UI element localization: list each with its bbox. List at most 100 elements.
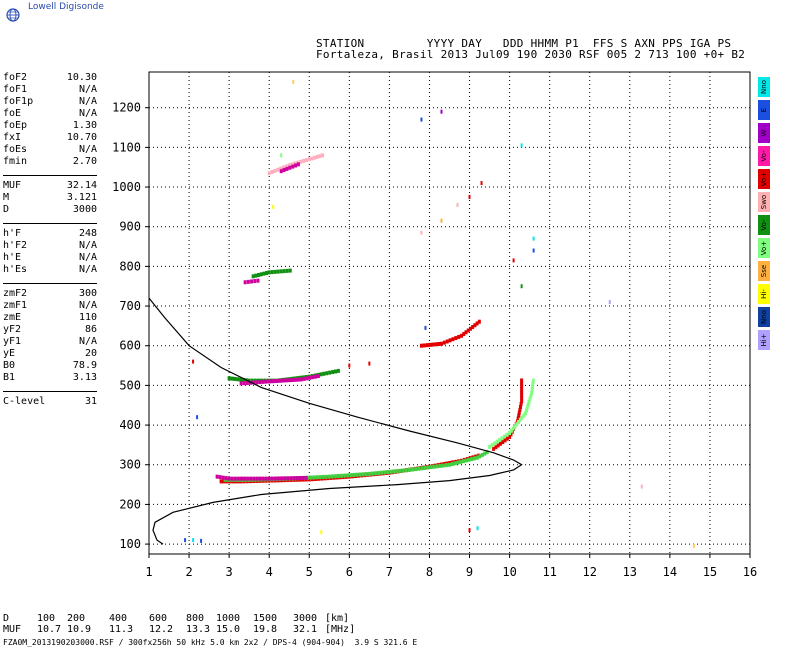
param-row: zmF1 N/A [3,300,97,312]
param-row: zmF2 300 [3,288,97,300]
echo-mark [374,471,378,476]
echo-mark [492,446,496,451]
legend-item: Hi+ [758,330,770,350]
param-row: h'E N/A [3,252,97,264]
param-row: MUF 32.14 [3,180,97,192]
echo-mark [411,467,415,472]
echo-mark [293,476,297,481]
echo-mark [531,381,535,386]
echo-mark [468,326,472,331]
lowell-logo: Lowell Digisonde [6,2,126,26]
echo-mark [448,462,451,467]
echo-mark [370,471,374,476]
echo-mark [438,463,442,468]
echo-mark [243,476,247,481]
echo-mark [256,278,260,283]
echo-point [476,526,479,531]
param-row: C-level 31 [3,396,97,408]
y-tick-label: 1000 [112,180,141,194]
echo-mark [355,472,359,477]
param-row: B1 3.13 [3,372,97,384]
echo-mark [245,380,249,385]
echo-mark [488,444,492,449]
param-label: foEp [3,120,28,131]
echo-mark [524,411,528,416]
echo-mark [264,379,268,384]
param-value: 20 [84,348,97,359]
echo-mark [257,272,261,277]
echo-point [192,538,195,543]
echo-mark [233,476,237,481]
param-label: zmF1 [3,300,28,311]
echo-mark [261,476,265,481]
separator [3,168,97,176]
row-value: 10.9 [67,624,92,635]
footer-file-info: FZA0M_2013190203000.RSF / 300fx256h 50 k… [3,638,418,647]
echo-mark [307,157,311,162]
separator [3,216,97,224]
echo-mark [493,441,497,446]
echo-mark [317,476,321,481]
echo-mark [279,269,283,274]
echo-mark [490,443,494,448]
echo-point [692,544,695,549]
echo-mark [470,457,474,462]
echo-mark [333,474,337,479]
echo-point [420,230,423,235]
echo-mark [505,432,509,437]
echo-point [320,530,323,535]
echo-mark [309,475,313,480]
legend-label: Nno [760,310,768,324]
echo-mark [485,450,489,455]
echo-mark [227,376,231,381]
echo-mark [475,321,479,326]
echo-mark [254,273,258,278]
echo-mark [336,368,340,373]
echo-mark [323,476,327,481]
echo-mark [378,471,382,476]
echo-mark [431,342,435,347]
echo-mark [307,477,311,482]
echo-mark [520,399,524,404]
echo-mark [518,404,522,409]
echo-mark [332,475,336,480]
y-tick-label: 600 [119,339,141,353]
echo-mark [459,459,463,464]
echo-mark [288,165,292,170]
echo-mark [230,376,234,381]
echo-mark [524,408,528,413]
row-value: 12.2 [149,624,174,635]
echo-mark [432,464,436,469]
param-value: 248 [78,228,97,239]
param-value: 3.13 [72,372,97,383]
echo-mark [318,154,322,159]
echo-mark [279,378,283,383]
echo-mark [276,269,280,274]
row-value: 200 [67,613,86,624]
echo-mark [519,402,523,407]
echo-mark [525,405,529,410]
x-tick-label: 14 [663,565,677,579]
y-tick-label: 1100 [112,140,141,154]
echo-mark [513,424,517,429]
echo-mark [273,168,277,173]
echo-point [640,484,643,489]
param-row: foEs N/A [3,144,97,156]
logo-text: Lowell Digisonde [28,2,104,12]
echo-mark [296,377,300,382]
echo-mark [284,476,288,481]
echo-mark [414,467,418,472]
echo-mark [302,376,306,381]
x-tick-label: 5 [306,565,313,579]
row-label: MUF [3,624,22,635]
echo-mark [285,378,289,383]
echo-mark [464,330,468,335]
echo-mark [344,474,348,479]
echo-mark [276,476,280,481]
echo-mark [316,374,320,379]
echo-mark [306,475,310,480]
echo-mark [267,476,271,481]
echo-point [424,325,427,330]
row-value: 11.3 [109,624,134,635]
